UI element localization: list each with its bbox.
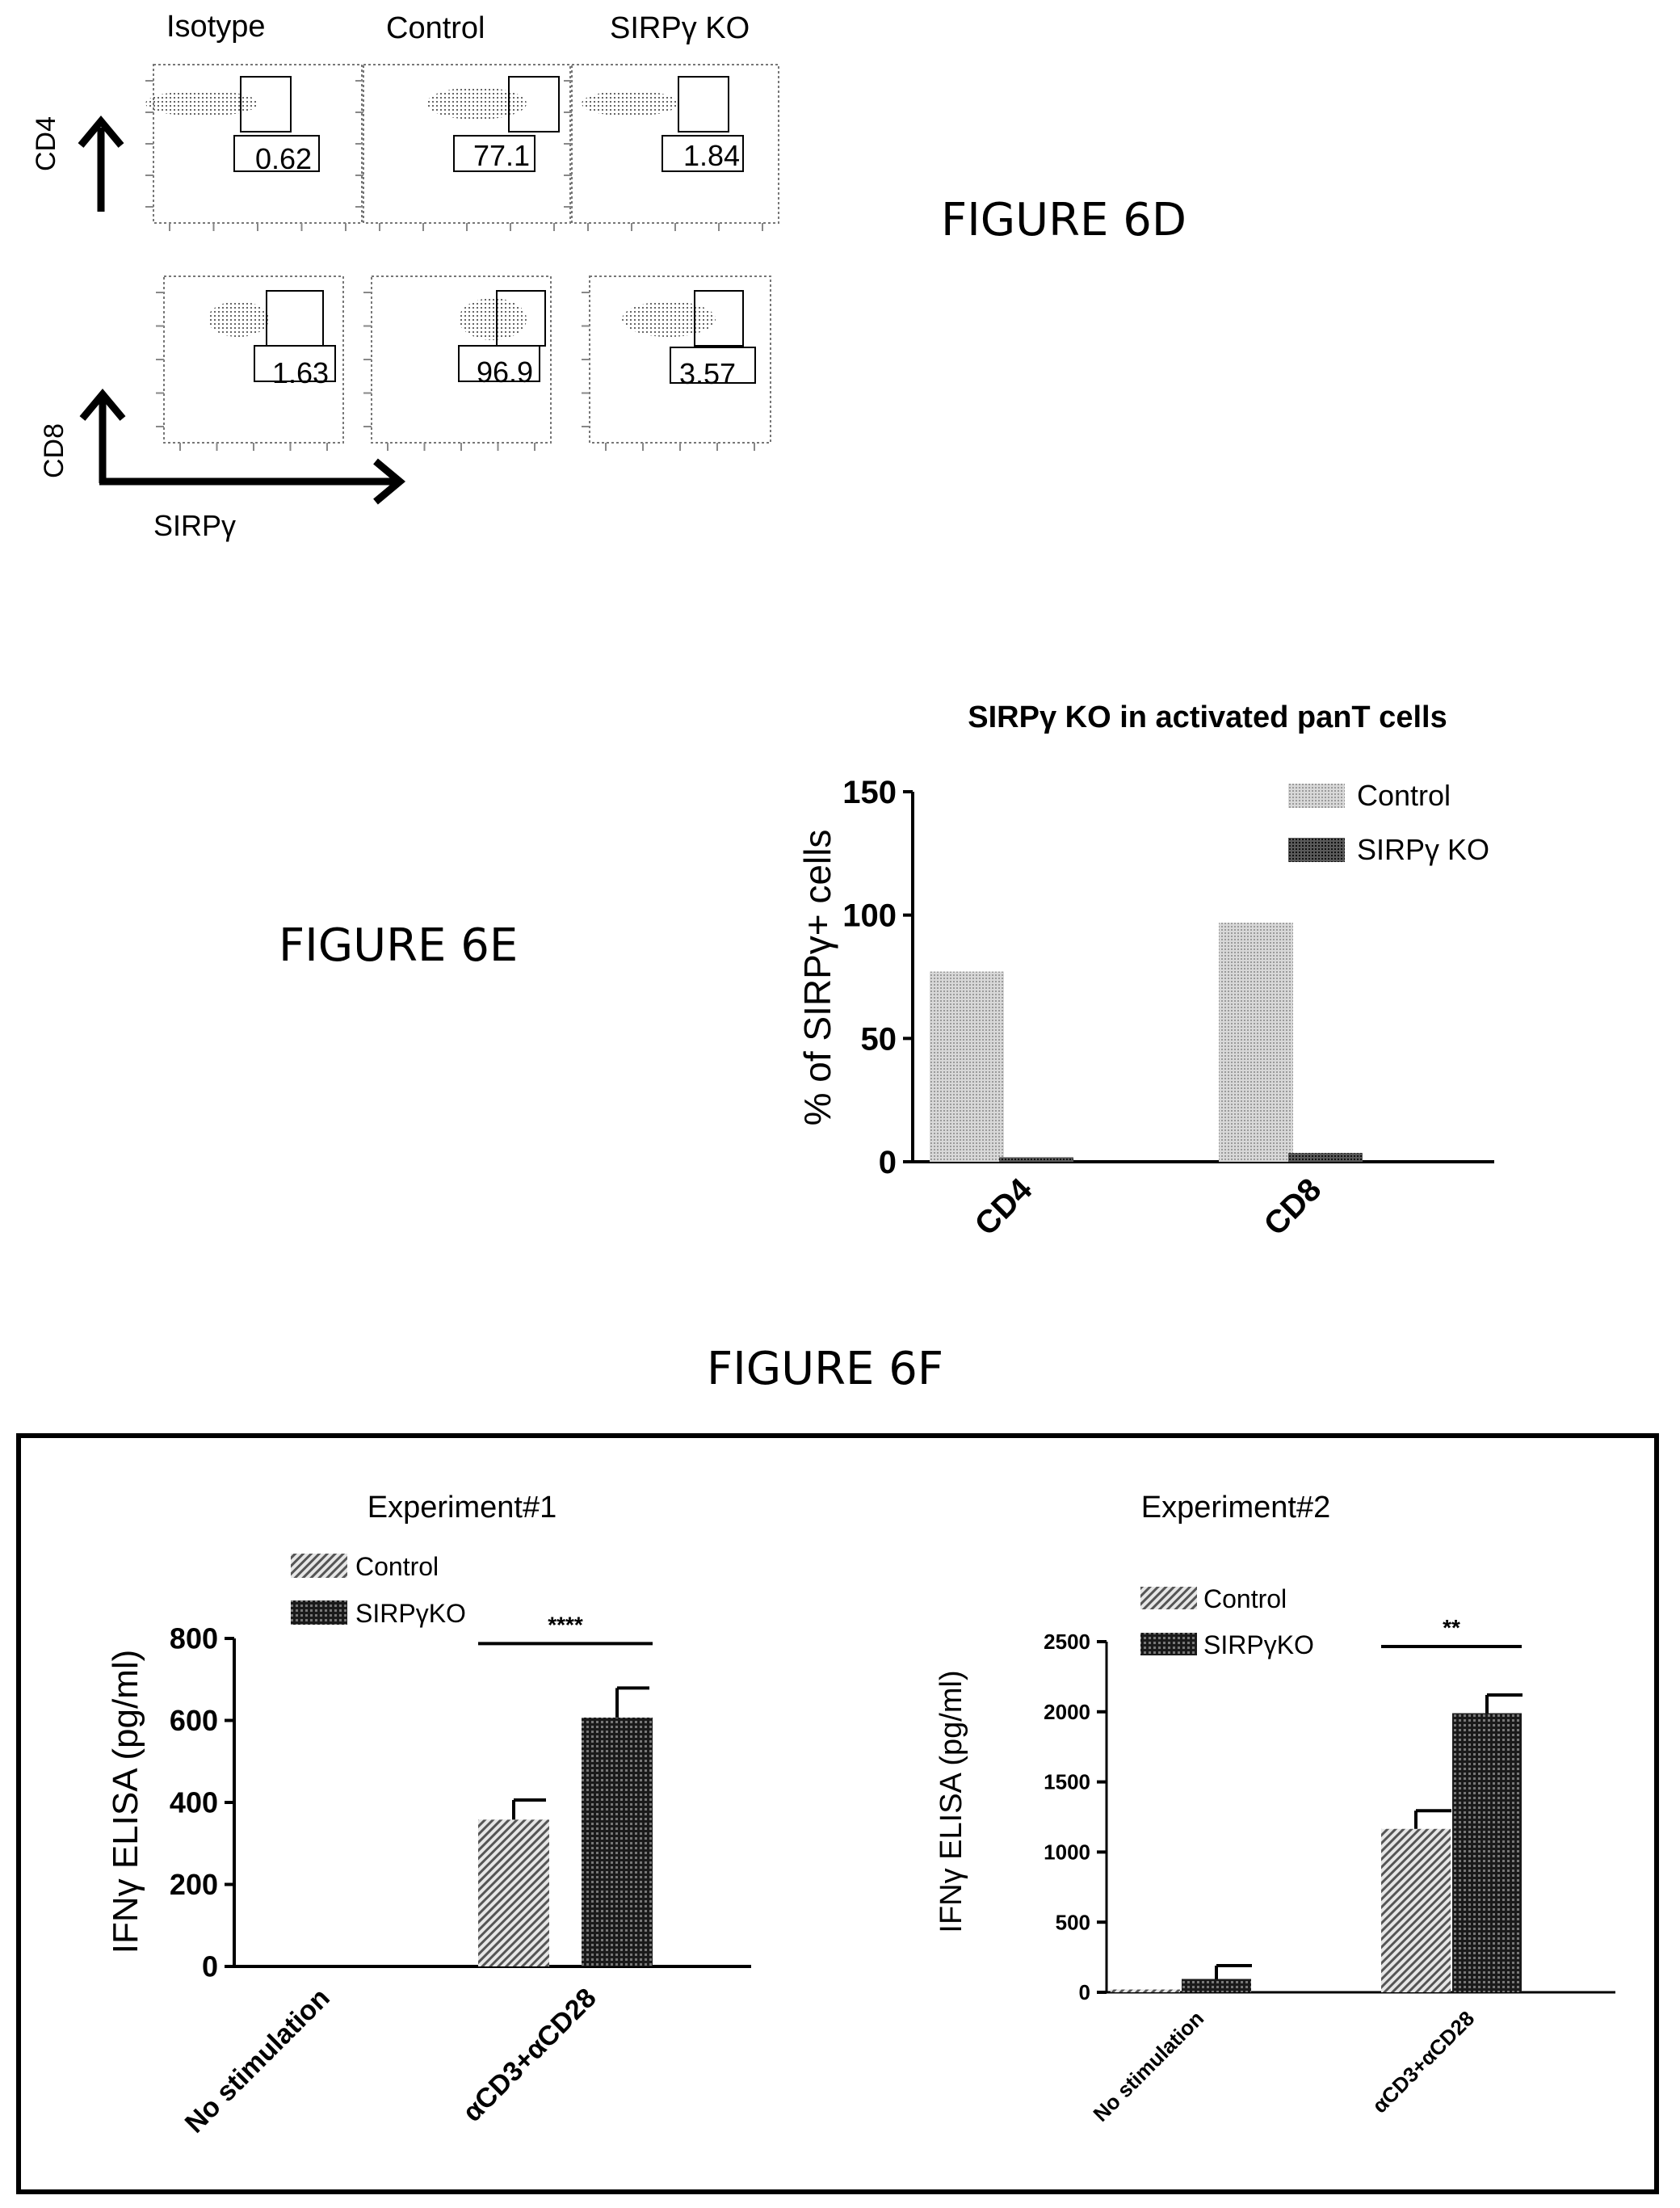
gate-value-box bbox=[670, 347, 756, 384]
chart-f2-title: Experiment#2 bbox=[1141, 1491, 1330, 1525]
y-tick-label: 2000 bbox=[1044, 1700, 1090, 1724]
bar bbox=[582, 1717, 653, 1966]
y-tick-label: 0 bbox=[202, 1950, 218, 1983]
y-tick-label: 800 bbox=[170, 1622, 218, 1655]
gate-value-box bbox=[233, 135, 320, 172]
col-label-control: Control bbox=[386, 11, 485, 45]
bar bbox=[1219, 923, 1293, 1162]
flow-event-cloud bbox=[582, 90, 678, 116]
gate-value: 1.84 bbox=[683, 139, 741, 172]
col-label-isotype: Isotype bbox=[166, 10, 266, 44]
bar bbox=[1452, 1713, 1522, 1992]
y-tick-label: 100 bbox=[842, 898, 897, 934]
chart-f1-ylabel: IFNγ ELISA (pg/ml) bbox=[106, 1650, 145, 1954]
y-tick-label: 200 bbox=[170, 1868, 218, 1901]
gate-value-box bbox=[453, 135, 536, 172]
chart-6e-title: SIRPγ KO in activated panT cells bbox=[968, 700, 1447, 734]
legend-label-control: Control bbox=[1203, 1584, 1287, 1613]
y-tick-label: 400 bbox=[170, 1786, 218, 1819]
chart-6e-legend: Control SIRPγ KO bbox=[1288, 779, 1489, 866]
y-tick-label: 150 bbox=[842, 775, 897, 810]
significance-marker: ** bbox=[1443, 1615, 1460, 1640]
legend-swatch-sirpg-ko bbox=[1140, 1633, 1197, 1655]
x-category-label: No stimulation bbox=[1088, 2006, 1208, 2126]
gate-value-box bbox=[458, 345, 540, 382]
figure-6f-frame bbox=[16, 1433, 1659, 2194]
gate-value: 1.63 bbox=[272, 356, 330, 389]
legend-label-sirpg-ko: SIRPγKO bbox=[355, 1599, 466, 1628]
flow-cytometry-panel bbox=[78, 64, 779, 505]
legend-label-sirpg-ko: SIRPγKO bbox=[1203, 1630, 1314, 1659]
bar bbox=[1381, 1828, 1451, 1992]
gate-value: 3.57 bbox=[679, 357, 737, 390]
flow-gate bbox=[678, 76, 729, 132]
gate-value-box bbox=[662, 135, 744, 172]
chart-6e: SIRPγ KO in activated panT cells % of SI… bbox=[796, 700, 1494, 1243]
bar bbox=[1182, 1979, 1251, 1992]
y-tick-label: 0 bbox=[1079, 1980, 1090, 2004]
x-category-label: No stimulation bbox=[179, 1983, 336, 2139]
chart-f2-legend: Control SIRPγKO bbox=[1140, 1584, 1314, 1659]
flow-event-cloud bbox=[426, 87, 527, 120]
y-tick-label: 2500 bbox=[1044, 1630, 1090, 1654]
flow-event-cloud bbox=[622, 301, 716, 337]
legend-label-sirpg-ko: SIRPγ KO bbox=[1357, 833, 1489, 866]
flow-event-cloud bbox=[208, 301, 269, 337]
legend-swatch-sirpg-ko bbox=[291, 1600, 347, 1625]
row-label-cd8: CD8 bbox=[39, 423, 69, 478]
row-label-cd4: CD4 bbox=[31, 116, 61, 171]
chart-f1-legend: Control SIRPγKO bbox=[291, 1552, 466, 1628]
legend-swatch-sirpg-ko bbox=[1288, 838, 1345, 862]
gate-value: 0.62 bbox=[255, 142, 313, 175]
gate-value: 96.9 bbox=[477, 355, 534, 389]
bar bbox=[478, 1819, 549, 1966]
chart-f1-title: Experiment#1 bbox=[368, 1491, 556, 1525]
chart-experiment-2: Experiment#2 IFNγ ELISA (pg/ml) 0 500 1000… bbox=[934, 1491, 1615, 2126]
flow-gate bbox=[240, 76, 292, 132]
flow-gate bbox=[266, 290, 324, 347]
y-tick-label: 0 bbox=[879, 1145, 897, 1180]
legend-label-control: Control bbox=[1357, 779, 1451, 812]
y-tick-label: 1000 bbox=[1044, 1840, 1090, 1865]
legend-swatch-control bbox=[1140, 1587, 1197, 1609]
y-tick-label: 1500 bbox=[1044, 1770, 1090, 1794]
legend-label-control: Control bbox=[355, 1552, 439, 1581]
chart-f2-ylabel: IFNγ ELISA (pg/ml) bbox=[934, 1670, 968, 1933]
chart-6e-ylabel: % of SIRPγ+ cells bbox=[796, 830, 838, 1126]
flow-gate bbox=[508, 76, 560, 132]
bar bbox=[930, 971, 1004, 1162]
legend-swatch-control bbox=[291, 1554, 347, 1578]
figure-6e-title: FIGURE 6E bbox=[279, 919, 519, 972]
x-axis-label-sirpg: SIRPγ bbox=[153, 509, 237, 542]
gate-value: 77.1 bbox=[473, 139, 531, 172]
figure-6d-title: FIGURE 6D bbox=[941, 194, 1186, 246]
x-category-label: αCD3+αCD28 bbox=[457, 1983, 603, 2128]
bar bbox=[1288, 1153, 1363, 1162]
col-label-sirpg-ko: SIRPγ KO bbox=[610, 11, 750, 45]
significance-marker: **** bbox=[548, 1612, 583, 1637]
bar bbox=[1111, 1989, 1180, 1992]
cd4-axis-arrow bbox=[78, 115, 124, 212]
x-category-label: CD4 bbox=[968, 1171, 1040, 1243]
y-tick-label: 600 bbox=[170, 1704, 218, 1737]
x-category-label: αCD3+αCD28 bbox=[1367, 2006, 1479, 2118]
cd8-sirpg-axis-arrow bbox=[79, 388, 406, 505]
gate-value-box bbox=[254, 345, 336, 382]
y-tick-label: 50 bbox=[861, 1021, 897, 1057]
flow-event-cloud bbox=[145, 90, 258, 116]
y-tick-label: 500 bbox=[1056, 1910, 1090, 1934]
figure-6f-title: FIGURE 6F bbox=[707, 1343, 944, 1395]
flow-plot-frame bbox=[571, 64, 779, 224]
legend-swatch-control bbox=[1288, 784, 1345, 808]
x-category-label: CD8 bbox=[1258, 1171, 1329, 1243]
chart-experiment-1: Experiment#1 IFNγ ELISA (pg/ml) 0 200 400 6… bbox=[106, 1491, 751, 2139]
bar bbox=[999, 1157, 1073, 1162]
flow-gate bbox=[694, 290, 744, 347]
flow-event-cloud bbox=[459, 298, 527, 340]
